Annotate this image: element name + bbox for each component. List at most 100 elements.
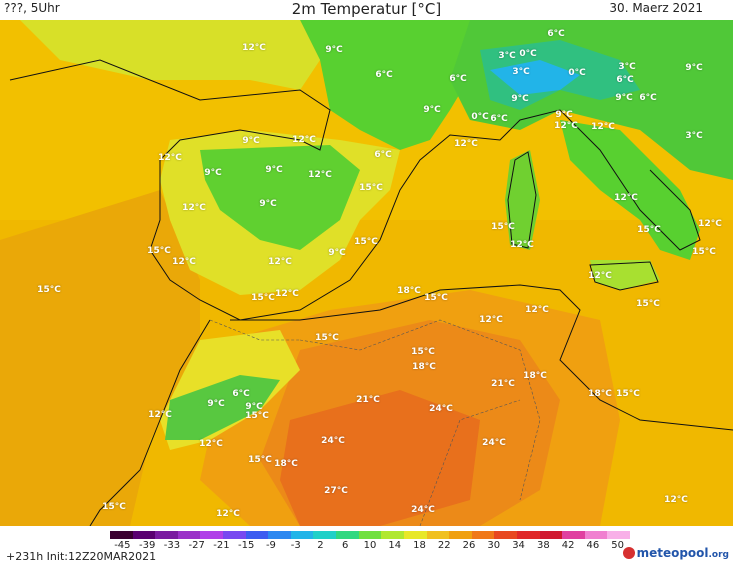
temp-label: 0°C — [519, 49, 537, 59]
colorbar-tick-label: -39 — [138, 540, 156, 551]
temp-label: 12°C — [591, 122, 615, 132]
temp-label: 12°C — [268, 257, 292, 267]
colorbar-tick-label: 14 — [388, 540, 402, 551]
temp-label: 12°C — [454, 139, 478, 149]
colorbar-swatch — [449, 531, 472, 539]
temp-label: 12°C — [525, 305, 549, 315]
temp-label: 12°C — [588, 271, 612, 281]
temp-label: 18°C — [274, 459, 298, 469]
temp-label: 3°C — [618, 62, 636, 72]
colorbar-tick-label: 18 — [413, 540, 426, 551]
temp-label: 9°C — [511, 94, 529, 104]
colorbar-tick-label: 38 — [536, 540, 550, 551]
colorbar-tick-label: 10 — [363, 540, 377, 551]
temp-label: 24°C — [411, 505, 435, 515]
temp-label: 9°C — [259, 199, 277, 209]
temp-label: 9°C — [328, 248, 346, 258]
colorbar-swatch — [539, 531, 563, 539]
temp-label: 12°C — [199, 439, 223, 449]
temp-label: 6°C — [639, 93, 657, 103]
temp-label: 9°C — [204, 168, 222, 178]
colorbar-swatch — [426, 531, 450, 539]
temp-label: 18°C — [588, 389, 612, 399]
colorbar-swatch — [494, 531, 517, 539]
temp-label: 15°C — [354, 237, 378, 247]
temp-label: 6°C — [375, 70, 393, 80]
temp-label: 15°C — [637, 225, 661, 235]
colorbar-swatch — [471, 531, 495, 539]
temp-label: 12°C — [275, 289, 299, 299]
colorbar-swatch — [110, 531, 133, 539]
temp-label: 9°C — [685, 63, 703, 73]
temp-label: 15°C — [359, 183, 383, 193]
temp-label: 12°C — [148, 410, 172, 420]
colorbar-swatch — [381, 531, 404, 539]
temp-label: 18°C — [412, 362, 436, 372]
temp-label: 9°C — [242, 136, 260, 146]
temp-label: 0°C — [568, 68, 586, 78]
colorbar-tick-label: -9 — [265, 540, 276, 551]
colorbar-tick-label: -27 — [188, 540, 205, 551]
temp-label: 6°C — [490, 114, 508, 124]
temp-label: 15°C — [147, 246, 171, 256]
temp-label: 18°C — [397, 286, 421, 296]
temp-label: 21°C — [356, 395, 380, 405]
colorbar-tick-label: -33 — [163, 540, 181, 551]
colorbar-swatch — [200, 531, 224, 539]
colorbar-swatch — [155, 531, 178, 539]
colorbar-swatch — [268, 531, 291, 539]
colorbar-tick-label: 42 — [561, 540, 575, 551]
coastlines — [9, 59, 733, 526]
forecast-day-label: ???, 5Uhr — [4, 1, 60, 15]
colorbar-swatch — [516, 531, 540, 539]
footer: -45 -39 -33 -27 -21 -15 -9 -3 2 6 10 14 18 22 26 30 34 38… — [0, 526, 733, 566]
brand-logo-icon — [622, 547, 635, 559]
temp-label: 6°C — [547, 29, 565, 39]
temp-label: 21°C — [491, 379, 515, 389]
temp-label: 15°C — [102, 502, 126, 512]
model-run-label: +231h Init:12Z20MAR2021 — [6, 550, 157, 563]
colorbar-swatch — [132, 531, 156, 539]
colorbar-swatch — [403, 531, 427, 539]
colorbar-tick-label: -15 — [238, 540, 255, 551]
colorbar-ticks: -45 -39 -33 -27 -21 -15 -9 -3 2 6 10 14 18 22 26 30 34 38… — [110, 540, 630, 552]
temp-label: 12°C — [479, 315, 503, 325]
temp-label: 9°C — [615, 93, 633, 103]
colorbar-tick-label: 30 — [487, 540, 501, 551]
temp-label: 15°C — [315, 333, 339, 343]
borders — [209, 319, 541, 526]
temp-label: 12°C — [664, 495, 688, 505]
temp-label: 12°C — [158, 153, 182, 163]
temp-label: 6°C — [232, 389, 250, 399]
temp-label: 15°C — [37, 285, 61, 295]
colorbar-tick-label: 34 — [512, 540, 525, 551]
colorbar-swatch — [290, 531, 314, 539]
temp-label: 12°C — [308, 170, 332, 180]
temp-label: 15°C — [245, 411, 269, 421]
temp-label: 0°C — [471, 112, 489, 122]
colorbar-tick-label: 22 — [437, 540, 451, 551]
brand-name: meteopool — [636, 546, 709, 560]
temp-label: 3°C — [512, 67, 530, 77]
colorbar-swatch — [358, 531, 382, 539]
colorbar-swatch — [223, 531, 246, 539]
temp-label: 12°C — [292, 135, 316, 145]
temp-label: 12°C — [698, 219, 722, 229]
brand-logo: meteopool.org — [622, 546, 729, 560]
colorbar-tick-label: 2 — [317, 540, 324, 551]
colorbar-tick-label: 46 — [586, 540, 600, 551]
temp-label: 15°C — [424, 293, 448, 303]
colorbar-swatch — [336, 531, 359, 539]
temp-label: 9°C — [245, 402, 263, 412]
temp-label: 24°C — [482, 438, 506, 448]
cool-zone-france — [300, 20, 480, 150]
colorbar-swatch — [245, 531, 269, 539]
temp-label: 12°C — [242, 43, 266, 53]
temp-label: 9°C — [207, 399, 225, 409]
temp-label: 3°C — [685, 131, 703, 141]
map-title: 2m Temperatur [°C] — [291, 0, 442, 18]
temp-label: 12°C — [172, 257, 196, 267]
temp-label: 6°C — [616, 75, 634, 85]
colorbar-tick-label: -21 — [213, 540, 230, 551]
temp-label: 12°C — [216, 509, 240, 519]
